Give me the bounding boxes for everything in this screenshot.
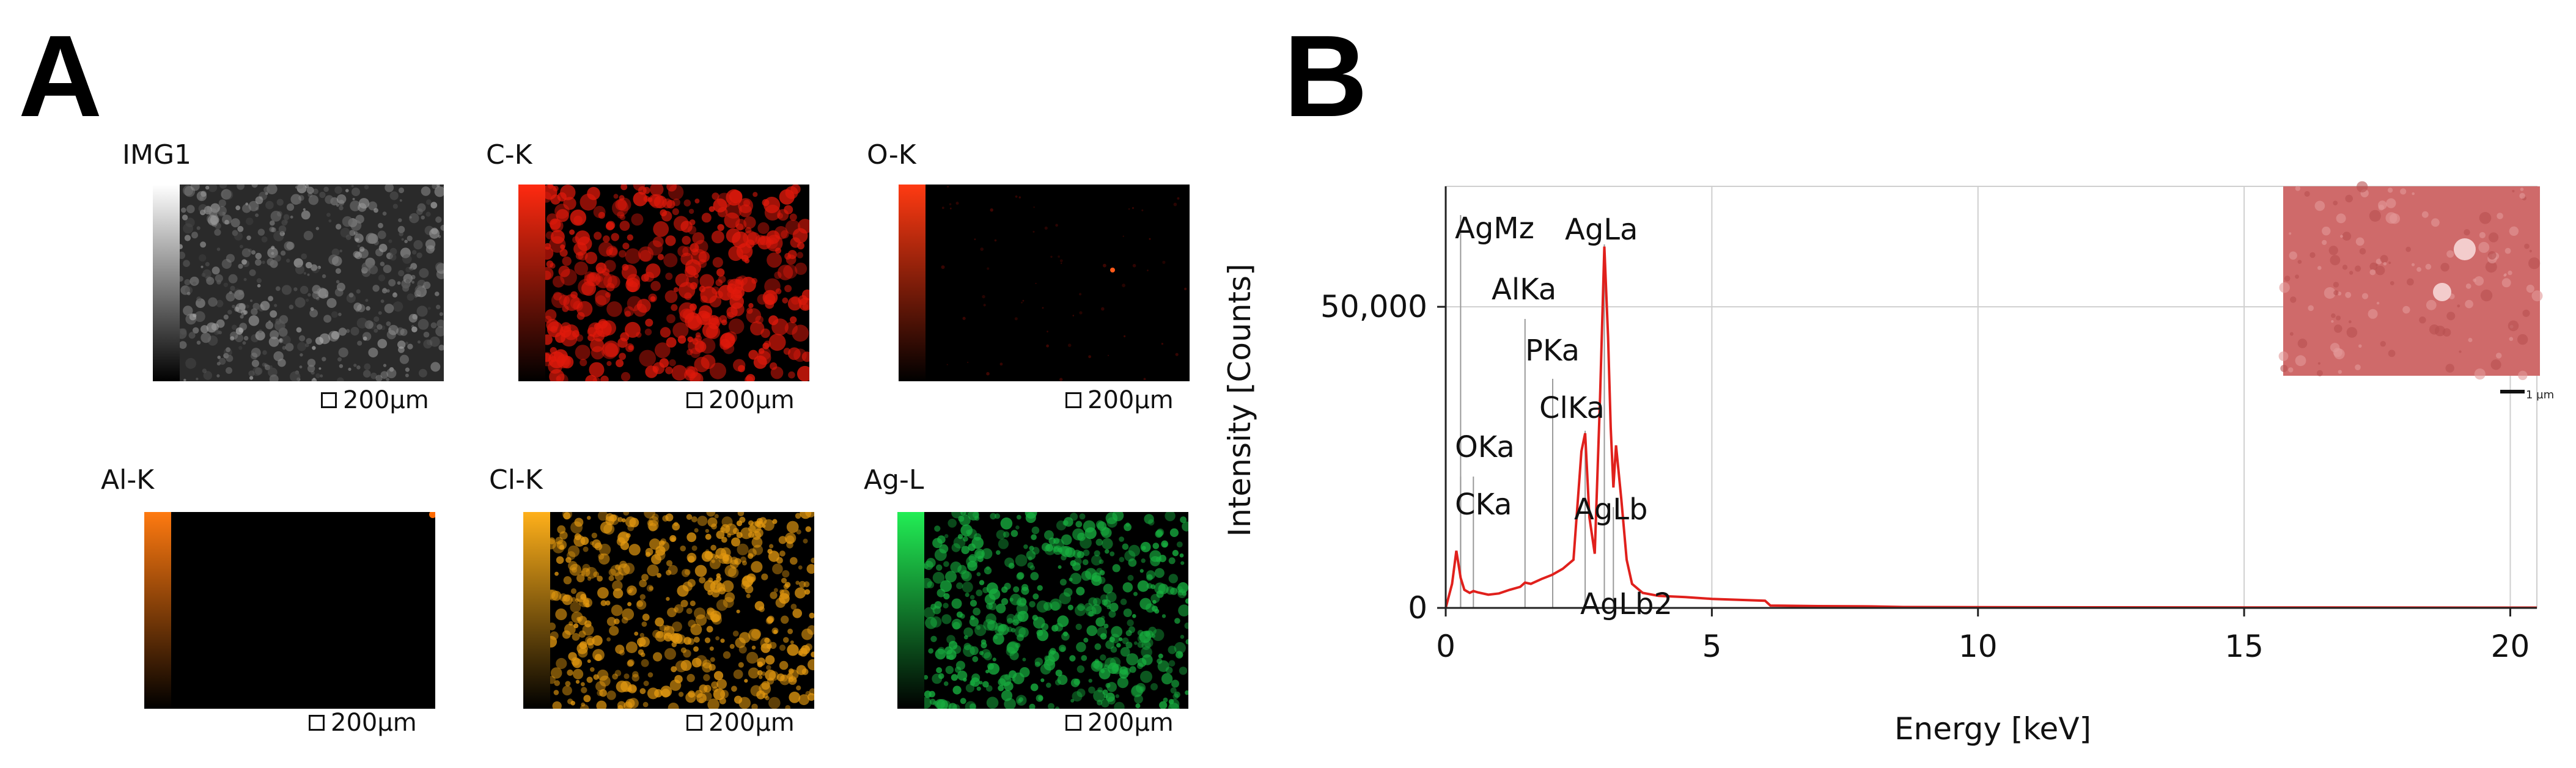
colorbar-img1 — [153, 185, 180, 381]
x-tick-label: 10 — [1959, 629, 1998, 664]
sem-image-map — [180, 185, 444, 381]
panel-label-b: B — [1284, 12, 1368, 141]
chlorine-map — [550, 512, 814, 709]
map-texture — [429, 512, 435, 518]
y-tick-labels: 0 50,000 — [1320, 289, 1427, 626]
colorbar-o-k — [899, 185, 926, 381]
scale-bar-al-k: 200µm — [309, 709, 417, 737]
peak-label: AgLa — [1565, 213, 1638, 247]
x-tick-labels: 0 5 10 15 20 — [1436, 629, 2530, 664]
x-tick-label: 5 — [1702, 629, 1721, 664]
scale-square-icon — [1065, 715, 1081, 731]
scale-square-icon — [321, 392, 337, 408]
inset-particle — [2454, 238, 2476, 260]
peak-label: AgMz — [1455, 211, 1534, 246]
map-title-cl-k: Cl-K — [489, 464, 543, 496]
peak-label: ClKa — [1539, 391, 1605, 425]
peak-label: CKa — [1455, 488, 1512, 522]
oxygen-map — [926, 185, 1190, 381]
scale-bar-ag-l: 200µm — [1065, 709, 1174, 737]
silver-map — [924, 512, 1188, 709]
peak-label: OKa — [1455, 430, 1515, 464]
y-tick-label: 50,000 — [1320, 289, 1427, 324]
map-title-img1: IMG1 — [122, 139, 192, 170]
scale-square-icon — [686, 392, 702, 408]
scale-bar-c-k: 200µm — [686, 386, 795, 414]
colorbar-ag-l — [897, 512, 924, 709]
scale-square-icon — [1065, 392, 1081, 408]
map-texture — [180, 185, 444, 381]
scale-bar-cl-k: 200µm — [686, 709, 795, 737]
map-texture — [924, 512, 1188, 709]
spectrum-series-line — [1444, 246, 2537, 609]
x-axis-label: Energy [keV] — [1894, 711, 2091, 747]
scale-bar-o-k: 200µm — [1065, 386, 1174, 414]
inset-scale-label: 1 µm — [2526, 389, 2554, 401]
peak-marker-lines — [1460, 215, 1625, 608]
peak-label: AgLb2 — [1580, 587, 1673, 621]
scale-square-icon — [309, 715, 325, 731]
colorbar-cl-k — [523, 512, 550, 709]
aluminium-map — [171, 512, 435, 709]
map-title-al-k: Al-K — [101, 464, 155, 496]
y-axis-label: Intensity [Counts] — [1222, 263, 1257, 536]
peak-label: PKa — [1525, 334, 1580, 368]
map-texture — [545, 185, 809, 381]
scale-square-icon — [686, 715, 702, 731]
colorbar-al-k — [144, 512, 171, 709]
peak-labels: AgMz CKa OKa AlKa PKa ClKa AgLa AgLb AgLb2 — [1455, 211, 1673, 621]
scale-bar-img1: 200µm — [321, 386, 429, 414]
x-tick-label: 0 — [1436, 629, 1455, 664]
carbon-map — [545, 185, 809, 381]
x-tick-label: 20 — [2491, 629, 2530, 664]
map-texture — [941, 185, 1187, 381]
map-texture — [550, 512, 814, 709]
map-title-ag-l: Ag-L — [864, 464, 924, 496]
map-title-c-k: C-K — [486, 139, 532, 170]
peak-label: AgLb — [1574, 492, 1648, 527]
map-background — [926, 185, 1190, 381]
map-title-o-k: O-K — [867, 139, 916, 170]
chart-axes — [1437, 186, 2537, 616]
map-background — [171, 512, 435, 709]
inset-scale-bar — [2500, 390, 2525, 393]
x-tick-label: 15 — [2225, 629, 2264, 664]
panel-label-a: A — [18, 12, 103, 141]
sem-inset-image — [2278, 181, 2543, 393]
colorbar-c-k — [518, 185, 545, 381]
peak-label: AlKa — [1492, 272, 1556, 307]
inset-particle — [2433, 283, 2451, 301]
y-tick-label: 0 — [1408, 590, 1427, 626]
